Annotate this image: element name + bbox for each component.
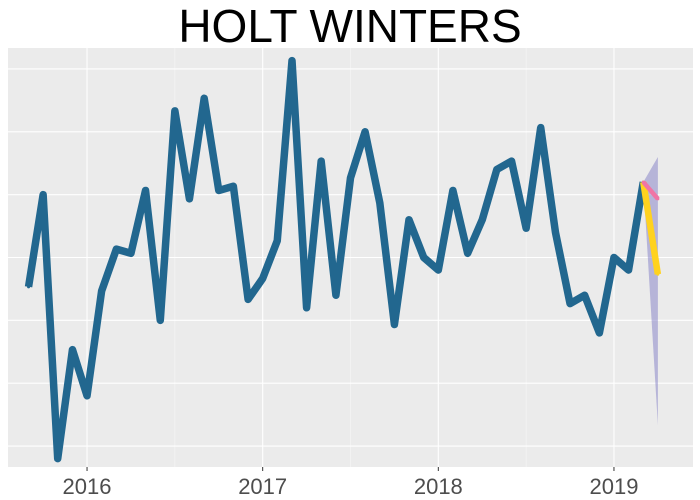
data-point-observed bbox=[56, 457, 60, 461]
data-point-observed bbox=[290, 59, 294, 63]
data-point-observed bbox=[334, 293, 338, 297]
data-point-forecast bbox=[656, 272, 660, 276]
data-point-observed bbox=[27, 285, 31, 289]
data-point-observed bbox=[510, 159, 514, 163]
x-tick-label: 2017 bbox=[238, 474, 287, 499]
data-point-observed bbox=[158, 318, 162, 322]
series-lines bbox=[24, 56, 662, 463]
data-point-observed bbox=[524, 226, 528, 230]
data-point-observed bbox=[378, 201, 382, 205]
data-point-observed bbox=[202, 96, 206, 100]
data-point-observed bbox=[305, 306, 309, 310]
data-point-observed bbox=[144, 188, 148, 192]
x-tick-label: 2018 bbox=[414, 474, 463, 499]
data-point-observed bbox=[612, 256, 616, 259]
data-point-observed bbox=[70, 348, 74, 352]
data-point-observed bbox=[363, 130, 367, 134]
data-point-observed bbox=[85, 394, 89, 398]
data-point-fitted bbox=[656, 197, 660, 201]
data-point-observed bbox=[392, 323, 396, 327]
data-point-observed bbox=[436, 268, 440, 272]
x-axis: 2016 2017 2018 2019 bbox=[63, 467, 638, 499]
data-point-observed bbox=[246, 297, 250, 301]
data-point-observed bbox=[597, 331, 601, 335]
data-point-observed bbox=[568, 302, 572, 306]
data-point-observed bbox=[349, 176, 352, 180]
data-point-observed bbox=[407, 218, 411, 222]
data-point-observed bbox=[231, 184, 235, 188]
series-line-fitted bbox=[641, 180, 660, 201]
series-line-forecast bbox=[640, 181, 662, 275]
data-point-observed bbox=[583, 293, 587, 297]
data-point-observed bbox=[553, 230, 557, 234]
data-point-observed bbox=[129, 251, 133, 255]
x-tick-label: 2019 bbox=[589, 474, 638, 499]
data-point-observed bbox=[539, 126, 543, 130]
x-tick-label: 2016 bbox=[63, 474, 112, 499]
data-point-observed bbox=[41, 193, 45, 197]
data-point-observed bbox=[422, 256, 426, 259]
chart-title: HOLT WINTERS bbox=[178, 0, 521, 52]
data-point-observed bbox=[187, 197, 191, 201]
data-point-observed bbox=[173, 109, 177, 113]
data-point-observed bbox=[480, 218, 484, 222]
data-point-fitted bbox=[641, 180, 645, 184]
data-point-observed bbox=[261, 276, 265, 280]
data-point-observed bbox=[466, 251, 470, 255]
data-point-observed bbox=[275, 239, 279, 243]
data-point-observed bbox=[627, 268, 631, 272]
data-point-observed bbox=[114, 247, 118, 251]
data-point-observed bbox=[100, 289, 104, 293]
data-point-observed bbox=[495, 168, 499, 172]
data-point-observed bbox=[451, 188, 455, 192]
data-point-observed bbox=[319, 159, 323, 163]
data-point-observed bbox=[217, 188, 221, 192]
